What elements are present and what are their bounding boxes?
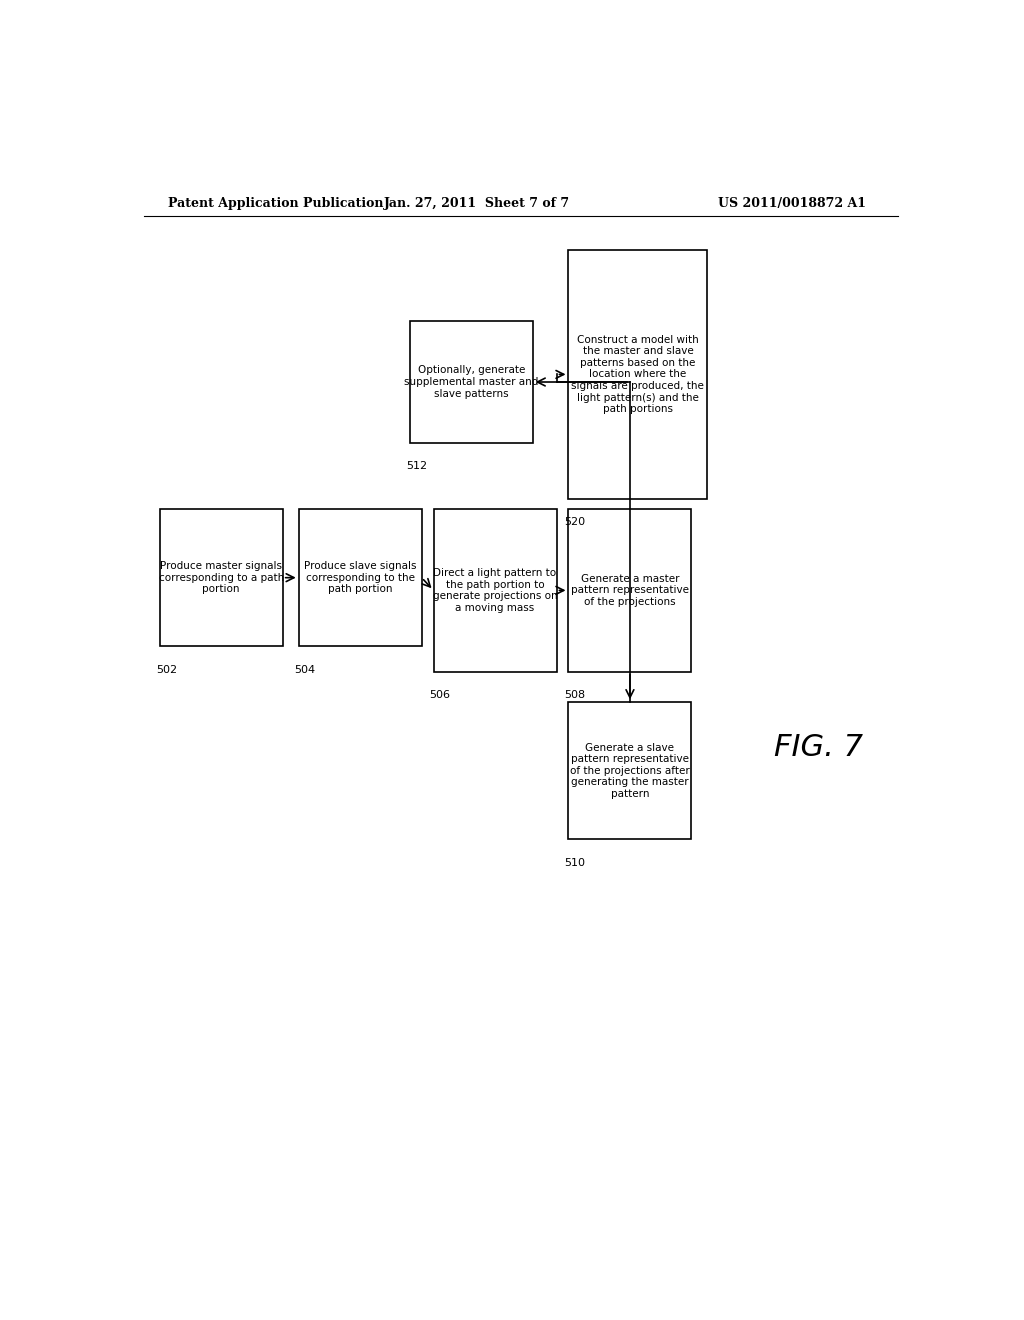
Text: US 2011/0018872 A1: US 2011/0018872 A1 <box>718 197 866 210</box>
FancyBboxPatch shape <box>433 510 557 672</box>
Text: Construct a model with
the master and slave
patterns based on the
location where: Construct a model with the master and sl… <box>571 334 705 414</box>
FancyBboxPatch shape <box>299 510 422 647</box>
Text: Patent Application Publication: Patent Application Publication <box>168 197 383 210</box>
Text: 520: 520 <box>564 517 586 527</box>
FancyBboxPatch shape <box>568 249 708 499</box>
FancyBboxPatch shape <box>160 510 283 647</box>
Text: 504: 504 <box>295 664 315 675</box>
Text: Jan. 27, 2011  Sheet 7 of 7: Jan. 27, 2011 Sheet 7 of 7 <box>384 197 570 210</box>
FancyBboxPatch shape <box>568 510 691 672</box>
Text: Produce slave signals
corresponding to the
path portion: Produce slave signals corresponding to t… <box>304 561 417 594</box>
Text: 510: 510 <box>564 858 586 867</box>
Text: Produce master signals
corresponding to a path
portion: Produce master signals corresponding to … <box>159 561 284 594</box>
Text: 506: 506 <box>430 690 451 700</box>
Text: FIG. 7: FIG. 7 <box>774 734 863 763</box>
Text: Direct a light pattern to
the path portion to
generate projections on
a moving m: Direct a light pattern to the path porti… <box>433 568 557 612</box>
Text: Optionally, generate
supplemental master and
slave patterns: Optionally, generate supplemental master… <box>404 366 539 399</box>
FancyBboxPatch shape <box>568 702 691 840</box>
FancyBboxPatch shape <box>410 321 532 444</box>
Text: Generate a slave
pattern representative
of the projections after
generating the : Generate a slave pattern representative … <box>570 743 690 799</box>
Text: 502: 502 <box>156 664 177 675</box>
Text: 512: 512 <box>406 461 427 471</box>
Text: Generate a master
pattern representative
of the projections: Generate a master pattern representative… <box>571 574 689 607</box>
Text: 508: 508 <box>564 690 586 700</box>
